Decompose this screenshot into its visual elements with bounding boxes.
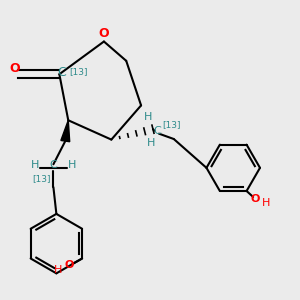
Text: C: C (50, 160, 57, 170)
Text: [13]: [13] (32, 174, 51, 183)
Text: O: O (251, 194, 260, 204)
Polygon shape (61, 120, 70, 142)
Text: O: O (99, 27, 109, 40)
Text: [13]: [13] (69, 67, 88, 76)
Text: O: O (65, 260, 74, 270)
Text: H: H (147, 138, 155, 148)
Text: H: H (68, 160, 76, 170)
Text: C: C (153, 126, 161, 136)
Text: O: O (10, 62, 20, 75)
Text: C: C (57, 66, 66, 79)
Text: [13]: [13] (162, 120, 181, 129)
Text: H: H (31, 160, 39, 170)
Text: H: H (144, 112, 152, 122)
Text: H: H (54, 265, 62, 275)
Text: H: H (261, 199, 270, 208)
